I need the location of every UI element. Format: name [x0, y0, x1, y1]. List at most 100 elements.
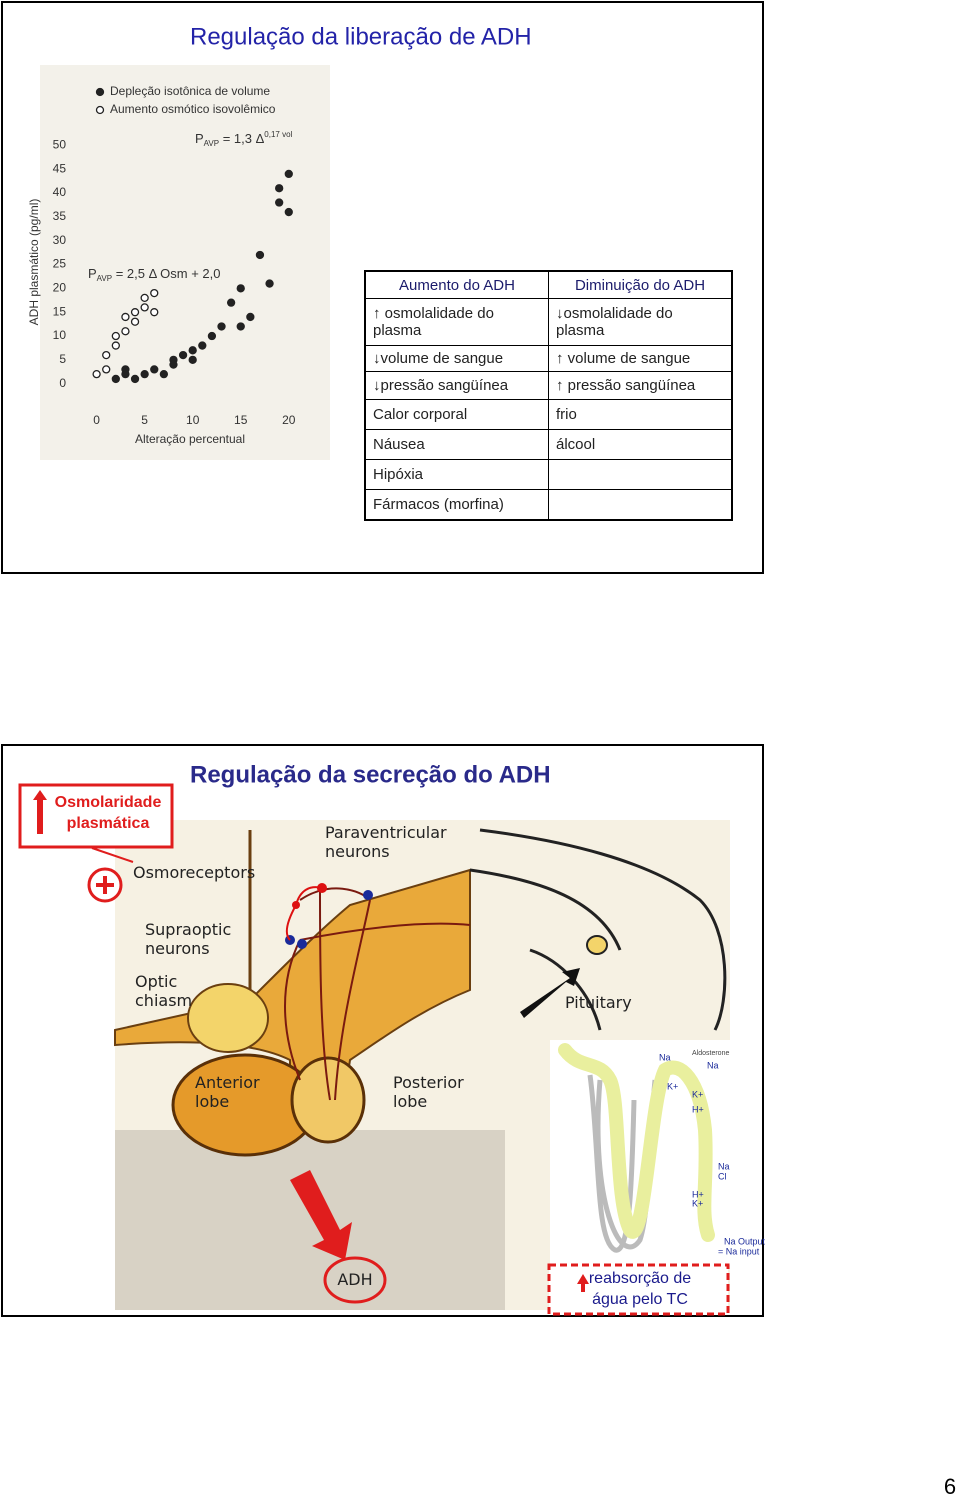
- table-cell: ↑ volume de sangue: [548, 345, 733, 372]
- kidney-label: Na: [718, 1161, 730, 1171]
- data-point: [111, 341, 120, 350]
- data-point: [284, 169, 293, 179]
- kidney-label: H+: [692, 1104, 704, 1114]
- label-line: Osmoreceptors: [133, 863, 255, 882]
- data-point: [121, 312, 130, 322]
- plus-sign: [96, 876, 114, 894]
- data-point: [255, 250, 265, 260]
- table-cell: ↓osmolalidade do plasma: [548, 298, 733, 346]
- label: reabsorção de água pelo TC: [589, 1270, 691, 1308]
- data-point: [275, 184, 284, 193]
- tubule: [558, 1043, 715, 1242]
- data-point: [150, 308, 159, 317]
- kidney-label: Aldosterone: [692, 1050, 729, 1057]
- label-line: ADH: [337, 1270, 372, 1289]
- label: ADH: [337, 1270, 372, 1289]
- y-tick-label: 0: [59, 376, 66, 390]
- label-line: neurons: [145, 939, 210, 958]
- data-point: [207, 331, 217, 341]
- kidney-label: H+: [692, 1189, 704, 1199]
- data-point: [275, 198, 284, 207]
- equation-part: = 1,3 Δ: [219, 131, 264, 146]
- label-line: Optic: [135, 972, 177, 991]
- osmo-link: [285, 886, 323, 941]
- data-point: [150, 365, 159, 374]
- legend-label: Depleção isotônica de volume: [110, 84, 270, 98]
- neuron: [297, 939, 307, 949]
- up-arrow: [577, 1274, 589, 1292]
- data-point: [198, 341, 207, 350]
- data-point: [121, 365, 130, 374]
- axons: [284, 887, 471, 1101]
- data-point: [159, 370, 169, 379]
- label-line: Paraventricular: [325, 823, 447, 842]
- data-point: [246, 312, 255, 322]
- posterior-lobe: [290, 1056, 366, 1144]
- x-tick-label: 5: [141, 413, 148, 427]
- data-point: [169, 355, 178, 365]
- table-cell: [548, 459, 733, 490]
- data-point: [111, 374, 120, 384]
- label-line: Pituitary: [565, 993, 632, 1012]
- data-point: [140, 303, 149, 312]
- table-cell: ↑ pressão sangüínea: [548, 371, 733, 400]
- data-point: [140, 370, 149, 379]
- label-line: Posterior: [393, 1073, 464, 1092]
- equation-part: = 2,5 Δ Osm + 2,0: [112, 266, 220, 281]
- label: Optic chiasm: [135, 972, 192, 1010]
- data-point: [236, 322, 245, 331]
- table-row: Náusea álcool: [364, 429, 733, 460]
- label: Pituitary: [565, 993, 632, 1012]
- table-cell: frio: [548, 399, 733, 430]
- slide-title: Regulação da secreção do ADH: [190, 761, 551, 788]
- data-point: [150, 288, 159, 298]
- table-cell: álcool: [548, 429, 733, 460]
- label-line: chiasm: [135, 991, 192, 1010]
- label-line: Anterior: [195, 1073, 260, 1092]
- up-arrow: [33, 790, 47, 834]
- data-point: [130, 374, 140, 384]
- kidney-label: K+: [667, 1081, 678, 1091]
- y-tick-label: 25: [53, 257, 67, 271]
- kidney-label: Na: [659, 1052, 671, 1062]
- adh-circle: [323, 1256, 387, 1304]
- label-line: plasmática: [67, 815, 150, 832]
- x-tick-label: 0: [93, 413, 100, 427]
- kidney-label: K+: [692, 1089, 703, 1099]
- label-line: água pelo TC: [592, 1291, 688, 1308]
- table-cell: [548, 489, 733, 520]
- y-tick-label: 50: [53, 137, 67, 151]
- y-tick-label: 15: [53, 304, 67, 318]
- equation-part: AVP: [204, 139, 219, 148]
- y-tick-label: 45: [53, 161, 67, 175]
- label: Supraoptic neurons: [145, 920, 231, 958]
- data-point: [178, 350, 188, 360]
- table-cell: Fármacos (morfina): [364, 489, 549, 520]
- header-cell: Aumento do ADH: [364, 270, 549, 299]
- kidney-label: = Na input: [718, 1246, 760, 1256]
- x-axis-label: Alteração percentual: [135, 432, 245, 446]
- table-cell: ↓pressão sangüínea: [364, 371, 549, 400]
- label: Posterior lobe: [393, 1073, 464, 1111]
- data-point: [130, 317, 140, 326]
- page-number: 6: [944, 1474, 956, 1499]
- table: Aumento do ADH Diminuição do ADH ↑ osmolal…: [364, 270, 733, 521]
- kidney-label: Cl: [718, 1171, 727, 1181]
- label: Paraventricular neurons: [325, 823, 447, 861]
- kidney-label: Na Output: [724, 1236, 766, 1246]
- table-row: ↑ osmolalidade do plasma ↓osmolalidade do…: [364, 298, 733, 346]
- pointer-arrow: [520, 968, 580, 1018]
- y-tick-label: 40: [53, 185, 67, 199]
- table-cell: Náusea: [364, 429, 549, 460]
- equation: PAVP = 2,5 Δ Osm + 2,0: [88, 266, 221, 283]
- data-point: [102, 350, 111, 360]
- label-line: neurons: [325, 842, 390, 861]
- data-point: [140, 293, 149, 303]
- neuron: [363, 890, 373, 900]
- legend-marker: [95, 105, 105, 115]
- slide-frame: [1, 1, 764, 574]
- effect-box: [547, 1263, 730, 1316]
- legend-label: Aumento osmótico isovolêmico: [110, 102, 276, 116]
